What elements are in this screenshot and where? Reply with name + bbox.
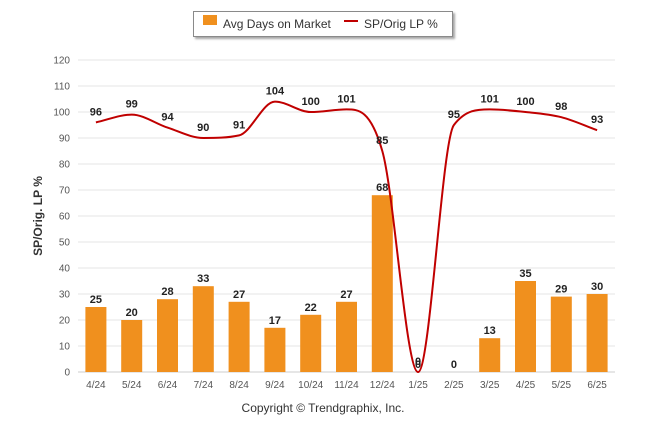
- bar: [515, 281, 536, 372]
- y-tick-label: 70: [59, 186, 71, 197]
- bar: [586, 294, 608, 372]
- y-tick-label: 30: [59, 290, 71, 301]
- copyright-text: Copyright © Trendgraphix, Inc.: [241, 401, 405, 415]
- y-tick-label: 10: [59, 342, 71, 353]
- y-tick-label: 80: [59, 160, 71, 171]
- y-tick-label: 90: [59, 134, 71, 145]
- bar: [85, 307, 107, 372]
- line-value-label: 85: [376, 135, 388, 147]
- bar-value-label: 30: [591, 281, 603, 293]
- x-tick-label: 9/24: [265, 380, 285, 391]
- x-tick-label: 4/25: [516, 380, 536, 391]
- bar-value-label: 20: [126, 307, 138, 319]
- line-value-label: 0: [415, 356, 421, 368]
- bar: [264, 327, 286, 372]
- legend-bar-swatch: [203, 15, 217, 25]
- x-tick-label: 2/25: [444, 380, 464, 391]
- legend-line-label: SP/Orig LP %: [364, 17, 438, 31]
- line-value-label: 95: [448, 109, 460, 121]
- x-tick-label: 1/25: [408, 380, 428, 391]
- bar-value-label: 13: [484, 325, 496, 337]
- line-value-label: 100: [516, 96, 534, 108]
- y-tick-label: 40: [59, 264, 71, 275]
- bar: [550, 296, 572, 372]
- line-series-path: [95, 100, 598, 374]
- y-tick-label: 60: [59, 212, 71, 223]
- bar-value-label: 35: [519, 268, 531, 280]
- x-tick-label: 5/25: [552, 380, 572, 391]
- y-tick-label: 20: [59, 316, 71, 327]
- line-value-label: 100: [302, 96, 320, 108]
- bar: [300, 314, 322, 372]
- x-axis-ticks: 4/24 5/24 6/24 7/24 8/24 9/24 10/24 11/24 12/24 1…: [86, 380, 607, 391]
- bar-value-label: 27: [233, 289, 245, 301]
- line-value-label: 96: [90, 106, 102, 118]
- x-tick-label: 5/24: [122, 380, 142, 391]
- y-tick-label: 50: [59, 238, 71, 249]
- line-value-label: 94: [161, 112, 174, 124]
- bar: [121, 320, 143, 372]
- line-value-label: 90: [197, 122, 209, 134]
- bar-value-label: 29: [555, 284, 567, 296]
- x-tick-label: 4/24: [86, 380, 106, 391]
- y-tick-label: 120: [53, 56, 70, 67]
- bar-value-label: 25: [90, 294, 102, 306]
- data-labels: 25 20 28 33 27 17 22 27 68 0 0 13 35 29 30 96 99 94 90 91 10…: [90, 86, 603, 371]
- bar-value-label: 22: [305, 302, 317, 314]
- bar-value-label: 27: [340, 289, 352, 301]
- y-axis-ticks: 0 10 20 30 40 50 60 70 80 90 100 110 120: [53, 56, 70, 379]
- legend-line-swatch: [344, 20, 358, 22]
- line-value-label: 104: [266, 86, 285, 98]
- bar-value-label: 17: [269, 315, 281, 327]
- y-tick-label: 0: [64, 368, 70, 379]
- bar: [228, 301, 250, 372]
- bar: [157, 299, 178, 372]
- x-tick-label: 8/24: [229, 380, 249, 391]
- line-value-label: 101: [337, 93, 355, 105]
- x-tick-label: 3/25: [480, 380, 500, 391]
- bar: [336, 301, 357, 372]
- bar-value-label: 28: [161, 286, 173, 298]
- legend-bar-label: Avg Days on Market: [223, 17, 331, 31]
- line-value-label: 98: [555, 101, 567, 113]
- y-axis-label: SP/Orig. LP %: [31, 176, 45, 256]
- x-tick-label: 10/24: [298, 380, 323, 391]
- line-value-label: 99: [126, 99, 138, 111]
- x-tick-label: 7/24: [194, 380, 214, 391]
- bar-value-label: 0: [451, 359, 457, 371]
- x-tick-label: 12/24: [370, 380, 395, 391]
- bar-value-label: 33: [197, 273, 209, 285]
- bar: [479, 338, 501, 372]
- x-tick-label: 11/24: [334, 380, 359, 391]
- line-value-label: 101: [481, 93, 499, 105]
- bar-value-label: 68: [376, 182, 388, 194]
- bar: [371, 195, 393, 372]
- y-tick-label: 110: [54, 82, 70, 93]
- x-tick-label: 6/24: [158, 380, 178, 391]
- bar: [192, 286, 214, 372]
- line-value-label: 93: [591, 114, 603, 126]
- legend: Avg Days on Market SP/Orig LP %: [193, 11, 453, 37]
- y-tick-label: 100: [53, 108, 70, 119]
- line-series: [95, 100, 598, 374]
- line-value-label: 91: [233, 119, 245, 131]
- bar-series: [85, 195, 608, 372]
- bar-value-label: 0: [415, 359, 421, 371]
- x-tick-label: 6/25: [587, 380, 607, 391]
